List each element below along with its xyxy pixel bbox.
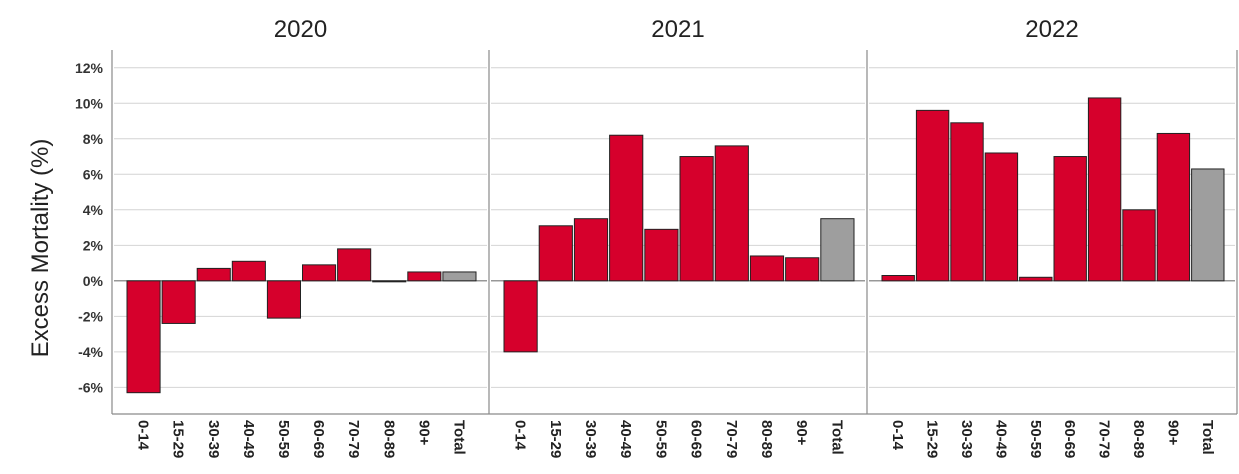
panel-title: 2021 <box>651 16 704 43</box>
y-tick-label: 10% <box>75 95 104 111</box>
bar-2020-0-14 <box>126 280 161 394</box>
bar-2022-15-29 <box>915 109 950 282</box>
y-tick-label: -2% <box>78 308 103 324</box>
y-tick-label: 2% <box>83 237 104 253</box>
y-axis-ticks: -6% -4% -2% 0% 2% 4% 6% 8% 10% 12% <box>75 60 104 396</box>
x-tick-label: 30-39 <box>582 420 599 458</box>
x-tick-label: 90+ <box>415 420 432 446</box>
bar-2022-70-79 <box>1087 97 1122 282</box>
bar-2020-80-89 <box>372 280 407 283</box>
panel-title: 2020 <box>274 16 327 43</box>
bar-2020-15-29 <box>161 280 196 324</box>
bar-2021-0-14 <box>503 280 538 353</box>
y-tick-label: 6% <box>83 166 104 182</box>
x-tick-label: 40-49 <box>240 420 257 458</box>
bar-2021-90+ <box>785 257 820 282</box>
x-tick-label: 15-29 <box>547 420 564 458</box>
bar-2020-90+ <box>407 271 442 282</box>
x-tick-label: 80-89 <box>758 420 775 458</box>
y-tick-label: -4% <box>78 344 103 360</box>
bar-2022-60-69 <box>1053 156 1087 282</box>
x-tick-label: 50-59 <box>1027 420 1044 458</box>
x-tick-label: 70-79 <box>1096 420 1113 458</box>
bar-2021-80-89 <box>749 255 785 282</box>
x-tick-label: 15-29 <box>924 420 941 458</box>
bar-2021-Total <box>820 218 855 282</box>
x-tick-label: 15-29 <box>170 420 187 458</box>
bar-2020-Total <box>442 271 477 282</box>
bar-2022-0-14 <box>881 275 915 282</box>
bar-2022-50-59 <box>1019 276 1053 282</box>
bar-2021-70-79 <box>714 145 749 282</box>
panel-2020: 2020 0-14 15-29 30-39 40-49 50-59 60-69 70-79 80… <box>111 16 489 458</box>
bar-2020-40-49 <box>231 260 266 282</box>
x-tick-label: 60-69 <box>310 420 327 458</box>
x-tick-label: 40-49 <box>992 420 1009 458</box>
bar-2022-Total <box>1191 168 1225 282</box>
x-tick-label: 0-14 <box>889 420 906 451</box>
bar-2020-70-79 <box>337 248 372 282</box>
bar-2021-30-39 <box>573 218 609 282</box>
y-axis-label: Excess Mortality (%) <box>27 139 54 358</box>
panel-2021: 2021 0-14 15-29 30-39 40-49 50-59 60-69 70-79 80… <box>488 16 867 458</box>
bar-2022-80-89 <box>1122 209 1156 282</box>
y-tick-label: 8% <box>83 131 104 147</box>
panel-title: 2022 <box>1025 16 1078 43</box>
x-tick-label: 90+ <box>793 420 810 446</box>
bar-2020-30-39 <box>196 267 231 282</box>
y-tick-label: 12% <box>75 60 104 76</box>
x-tick-label: 40-49 <box>617 420 634 458</box>
x-tick-label: 60-69 <box>688 420 705 458</box>
bar-2022-30-39 <box>950 122 984 282</box>
y-tick-label: -6% <box>78 379 103 395</box>
panel-2022: 2022 0-14 15-29 30-39 40-49 50-59 60-69 70-79 80… <box>866 16 1238 458</box>
x-tick-label: 30-39 <box>958 420 975 458</box>
x-tick-label: 50-59 <box>275 420 292 458</box>
x-tick-label: 90+ <box>1164 420 1181 446</box>
x-tick-label: 30-39 <box>205 420 222 458</box>
x-tick-label: 60-69 <box>1061 420 1078 458</box>
x-tick-label: 70-79 <box>723 420 740 458</box>
bar-2022-40-49 <box>984 152 1019 282</box>
bar-2022-90+ <box>1156 132 1191 282</box>
y-tick-label: 4% <box>83 202 104 218</box>
bar-2021-15-29 <box>538 225 573 282</box>
x-tick-label: 80-89 <box>380 420 397 458</box>
x-tick-label: Total <box>828 420 845 455</box>
x-tick-label: 80-89 <box>1130 420 1147 458</box>
panels: 2020 0-14 15-29 30-39 40-49 50-59 60-69 70-79 80… <box>111 16 1238 458</box>
bar-2021-50-59 <box>644 228 679 282</box>
x-tick-label: 0-14 <box>135 420 152 451</box>
y-tick-label: 0% <box>83 273 104 289</box>
x-tick-label: 70-79 <box>345 420 362 458</box>
x-tick-label: Total <box>450 420 467 455</box>
x-tick-label: 50-59 <box>652 420 669 458</box>
bar-2021-40-49 <box>609 134 644 282</box>
x-tick-label: 0-14 <box>512 420 529 451</box>
x-tick-label: Total <box>1199 420 1216 455</box>
bar-2020-50-59 <box>266 280 301 319</box>
bar-2020-60-69 <box>302 264 337 282</box>
bar-2021-60-69 <box>679 156 714 282</box>
